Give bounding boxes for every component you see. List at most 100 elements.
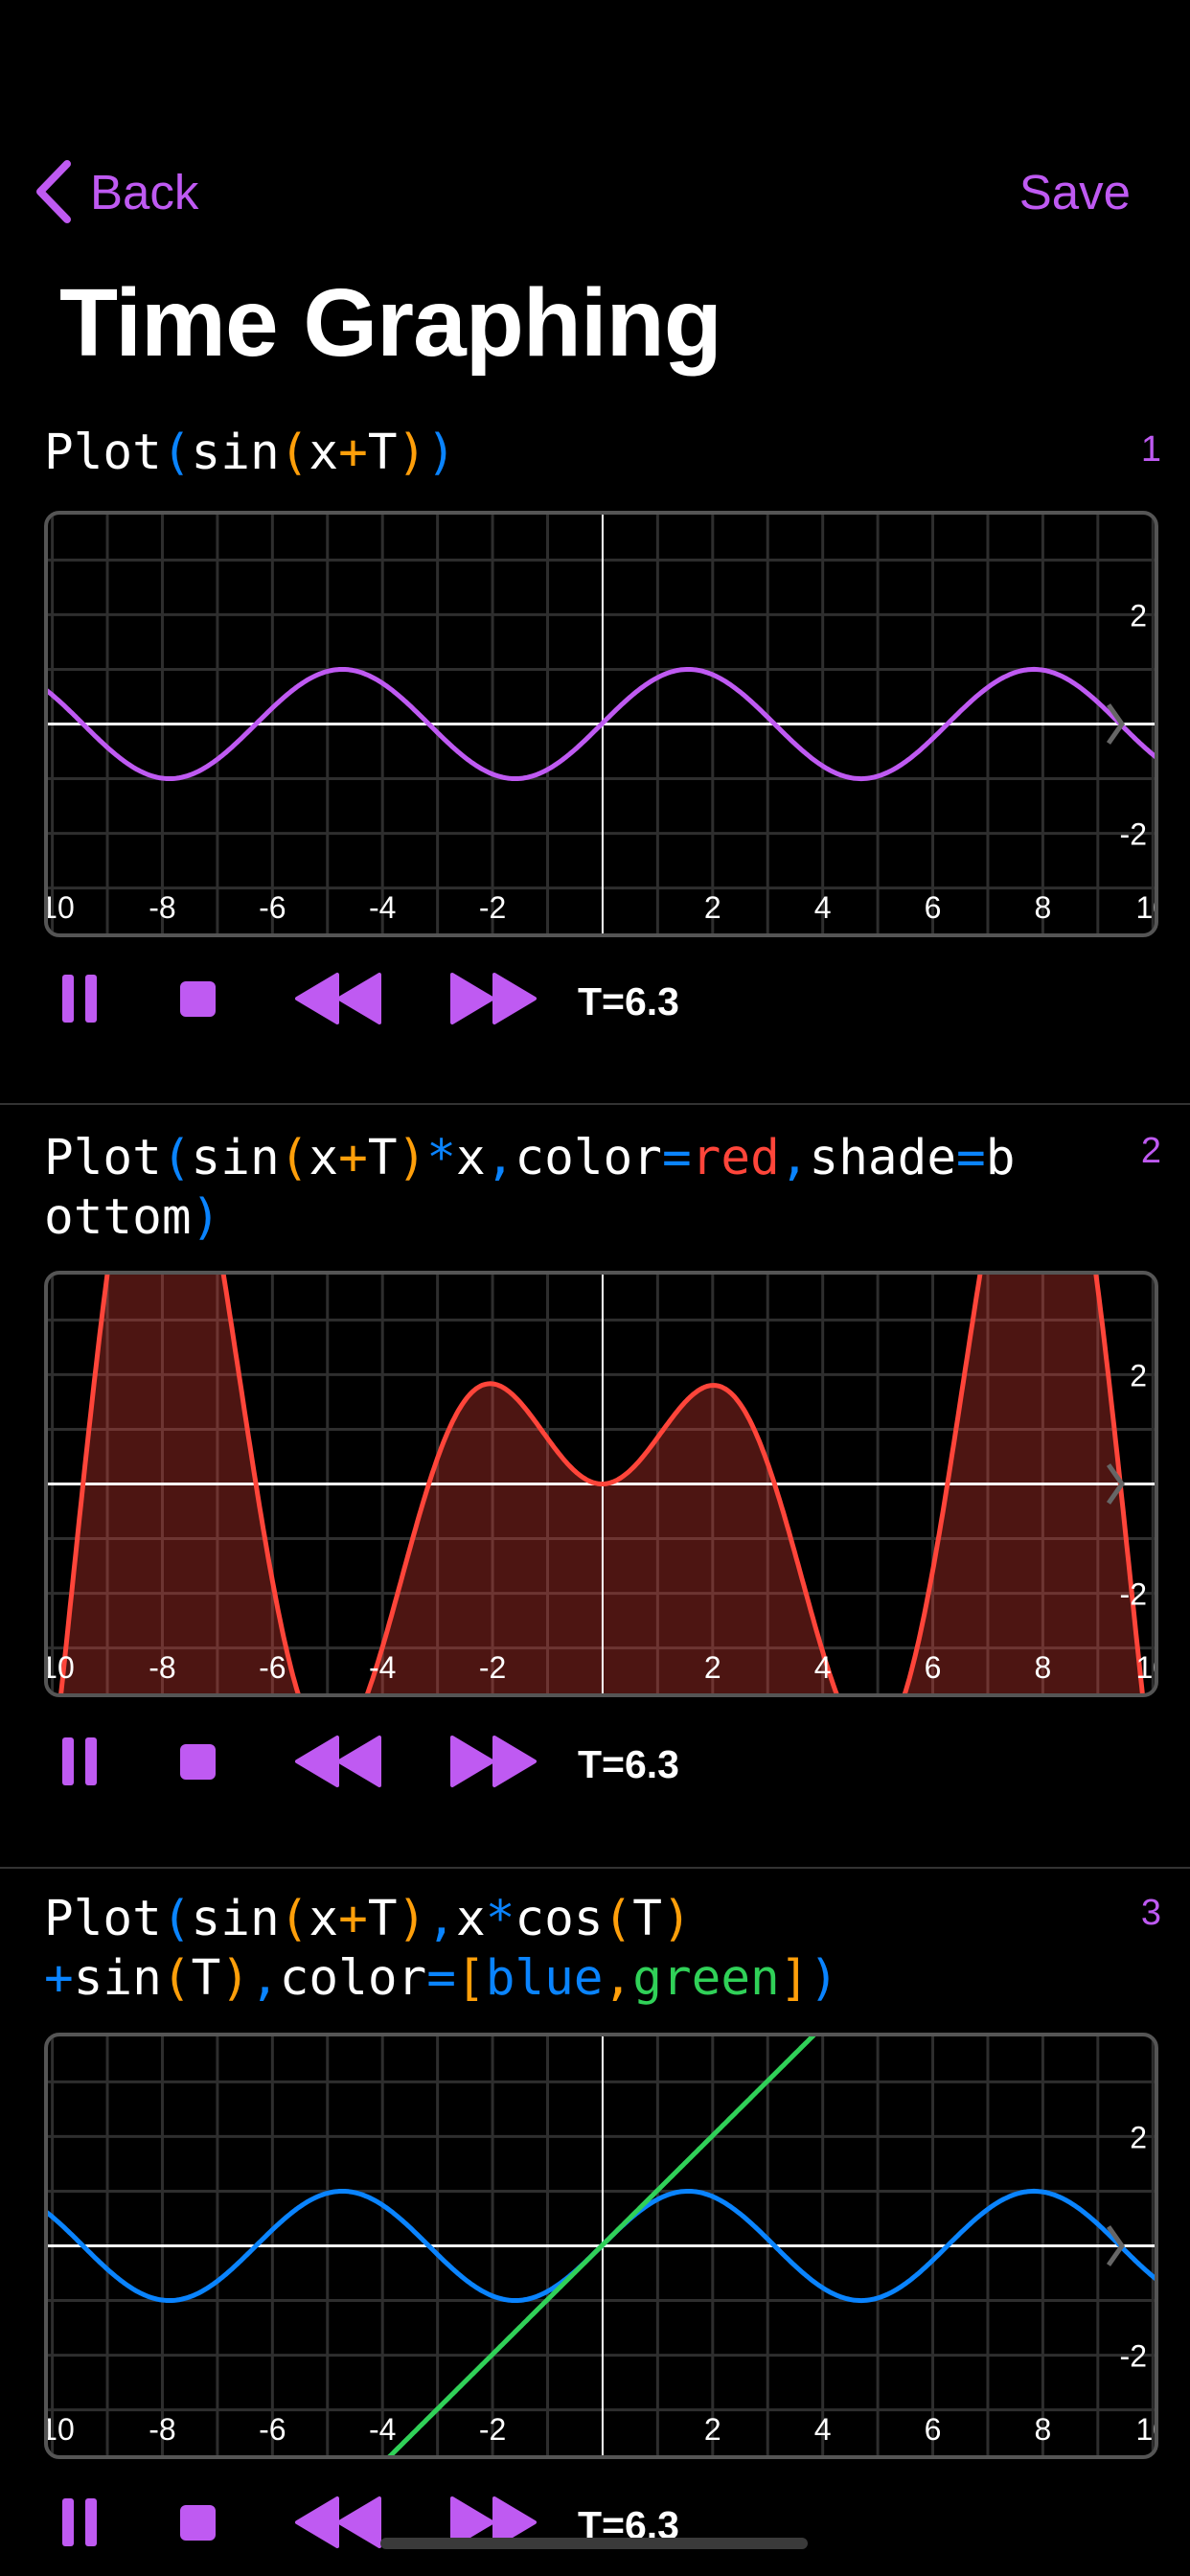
formula-token: ) <box>397 1891 427 1947</box>
fast-forward-button[interactable] <box>448 968 537 1035</box>
pause-button[interactable] <box>62 2492 101 2559</box>
graph-view[interactable]: -10 -8 -6 -4 -2 2 4 6 8 10 2 -2 <box>44 1271 1158 1697</box>
formula-token: ) <box>191 1189 221 1246</box>
fast-forward-button[interactable] <box>448 2492 537 2559</box>
formula-token: sin <box>191 425 280 481</box>
graph-view[interactable]: -10 -8 -6 -4 -2 2 4 6 8 10 2 -2 <box>44 511 1158 937</box>
formula-token: blue <box>485 1950 604 2007</box>
series-line <box>48 666 1155 782</box>
formula-token: ) <box>661 1891 692 1947</box>
formula-token: ] <box>779 1950 810 2007</box>
formula-token: ( <box>279 1891 309 1947</box>
formula-input[interactable]: Plot(sin(x+T)*x,color=red,shade=b ottom) <box>44 1129 1015 1248</box>
x-tick-label: -2 <box>479 890 506 925</box>
x-tick-label: 4 <box>814 2412 832 2447</box>
formula-token: x <box>309 425 339 481</box>
formula-token: = <box>956 1130 986 1186</box>
graph-canvas: -10 -8 -6 -4 -2 2 4 6 8 10 2 -2 <box>44 2036 1155 2455</box>
y-tick-label: 2 <box>1130 2120 1147 2154</box>
x-tick-label: -6 <box>259 890 286 925</box>
formula-token: Plot <box>44 425 162 481</box>
home-indicator[interactable] <box>380 2538 808 2549</box>
formula-token: ( <box>161 1891 192 1947</box>
plot-index: 1 <box>1140 429 1161 470</box>
rewind-button[interactable] <box>295 968 383 1035</box>
formula-token: x <box>455 1891 486 1947</box>
x-tick-label: 10 <box>1135 890 1158 925</box>
formula-token: ) <box>809 1950 839 2007</box>
chevron-right-icon[interactable] <box>1106 1463 1126 1505</box>
y-tick-label: -2 <box>1120 1577 1147 1612</box>
pause-button[interactable] <box>62 968 101 1035</box>
formula-token: ( <box>161 425 192 481</box>
formula-token: color <box>515 1130 662 1186</box>
rewind-button[interactable] <box>295 2492 383 2559</box>
formula-token: T <box>367 1891 398 1947</box>
formula-token: T <box>367 1130 398 1186</box>
x-tick-label: 8 <box>1034 2412 1051 2447</box>
rewind-icon <box>295 2496 381 2548</box>
fast-forward-button[interactable] <box>448 1731 537 1798</box>
x-tick-label: 4 <box>814 1650 832 1685</box>
x-tick-label: -4 <box>369 2412 396 2447</box>
graph-canvas: -10 -8 -6 -4 -2 2 4 6 8 10 2 -2 <box>44 1275 1158 1693</box>
x-tick-label: 8 <box>1034 890 1051 925</box>
y-tick-label: 2 <box>1130 598 1147 632</box>
formula-token: color <box>279 1950 427 2007</box>
stop-button[interactable] <box>180 968 218 1035</box>
formula-token: [ <box>455 1950 486 2007</box>
x-tick-label: -6 <box>259 2412 286 2447</box>
save-button[interactable]: Save <box>1018 164 1131 219</box>
x-tick-label: -4 <box>369 890 396 925</box>
formula-token: cos <box>515 1891 604 1947</box>
formula-token: = <box>661 1130 692 1186</box>
x-tick-label: 10 <box>1135 1650 1158 1685</box>
fast-forward-icon <box>450 1736 537 1787</box>
formula-input[interactable]: Plot(sin(x+T),x*cos(T) +sin(T),color=[blu… <box>44 1890 838 2009</box>
formula-token: green <box>632 1950 780 2007</box>
stop-button[interactable] <box>180 2492 218 2559</box>
rewind-icon <box>295 973 381 1024</box>
x-tick-label: 6 <box>925 2412 942 2447</box>
formula-token: x <box>309 1891 339 1947</box>
rewind-button[interactable] <box>295 1731 383 1798</box>
pause-button[interactable] <box>62 1731 101 1798</box>
formula-line: ottom) <box>44 1188 1015 1248</box>
x-tick-label: -10 <box>44 1650 75 1685</box>
formula-token: + <box>338 1891 368 1947</box>
formula-token: + <box>44 1950 74 2007</box>
formula-token: + <box>338 425 368 481</box>
fast-forward-icon <box>450 2496 537 2548</box>
x-tick-label: 6 <box>925 1650 942 1685</box>
x-tick-label: 6 <box>925 890 942 925</box>
formula-token: ) <box>397 1130 427 1186</box>
formula-line: +sin(T),color=[blue,green]) <box>44 1949 838 2009</box>
formula-token: * <box>485 1891 515 1947</box>
x-tick-label: -6 <box>259 1650 286 1685</box>
formula-token: ( <box>161 1950 192 2007</box>
formula-token: shade <box>809 1130 957 1186</box>
time-value: T=6.3 <box>578 1741 679 1786</box>
chevron-right-icon[interactable] <box>1106 2225 1126 2266</box>
chevron-right-icon[interactable] <box>1106 703 1126 745</box>
back-button[interactable]: Back <box>34 158 198 225</box>
chevron-left-icon <box>36 160 71 223</box>
formula-token: ( <box>603 1891 633 1947</box>
section-divider <box>0 1867 1190 1869</box>
formula-token: + <box>338 1130 368 1186</box>
fast-forward-icon <box>450 973 537 1024</box>
formula-token: , <box>779 1130 810 1186</box>
x-tick-label: -10 <box>44 2412 75 2447</box>
playback-controls: T=6.3 <box>0 968 1190 1035</box>
x-tick-label: -8 <box>149 2412 175 2447</box>
plot-index: 2 <box>1140 1131 1161 1171</box>
graph-canvas: -10 -8 -6 -4 -2 2 4 6 8 10 2 -2 <box>48 515 1158 933</box>
y-tick-label: -2 <box>1120 817 1147 852</box>
stop-button[interactable] <box>180 1731 218 1798</box>
formula-line: Plot(sin(x+T),x*cos(T) <box>44 1890 838 1949</box>
pause-icon <box>62 975 97 1023</box>
formula-input[interactable]: Plot(sin(x+T)) <box>44 424 456 483</box>
x-tick-label: -4 <box>369 1650 396 1685</box>
graph-view[interactable]: -10 -8 -6 -4 -2 2 4 6 8 10 2 -2 <box>44 2033 1158 2459</box>
formula-token: T <box>632 1891 662 1947</box>
